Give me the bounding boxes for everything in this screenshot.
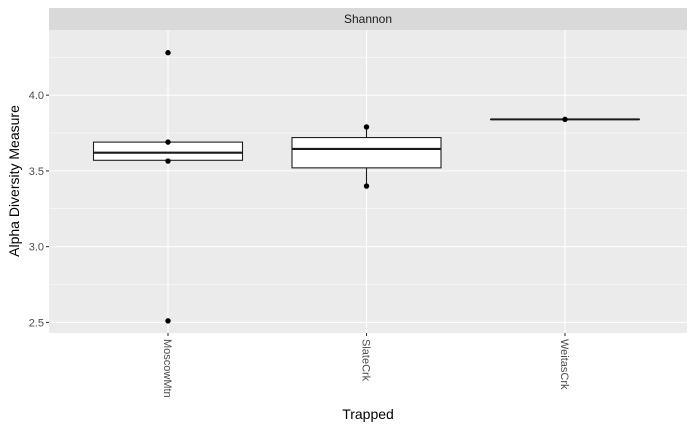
y-tick-label: 3.5 <box>29 166 44 178</box>
box-iqr <box>291 137 442 169</box>
x-tick-label: MoscowMtn <box>161 339 173 398</box>
box-MoscowMtn <box>92 141 244 161</box>
point-layer <box>165 50 568 324</box>
data-point <box>165 318 171 324</box>
x-tick-label: SlateCrk <box>360 339 372 382</box>
data-point <box>562 116 568 123</box>
plot-panel <box>49 30 687 333</box>
data-point <box>363 183 370 189</box>
facet-strip <box>49 8 687 30</box>
x-axis: MoscowMtn SlateCrk WeitasCrk <box>161 333 570 398</box>
box-iqr <box>92 141 244 161</box>
data-point <box>165 139 171 145</box>
data-point <box>165 158 171 164</box>
y-tick-label: 4.0 <box>29 90 44 102</box>
x-tick-label: WeitasCrk <box>558 339 570 390</box>
data-point <box>165 50 171 56</box>
data-point <box>363 124 370 130</box>
y-tick-label: 3.0 <box>29 242 44 254</box>
y-tick-label: 2.5 <box>29 317 44 329</box>
x-axis-title: Trapped <box>342 406 394 422</box>
y-axis-title: Alpha Diversity Measure <box>6 105 22 257</box>
facet-label: Shannon <box>344 12 392 26</box>
box-SlateCrk <box>291 126 442 187</box>
y-axis: 2.5 3.0 3.5 4.0 <box>29 90 49 329</box>
